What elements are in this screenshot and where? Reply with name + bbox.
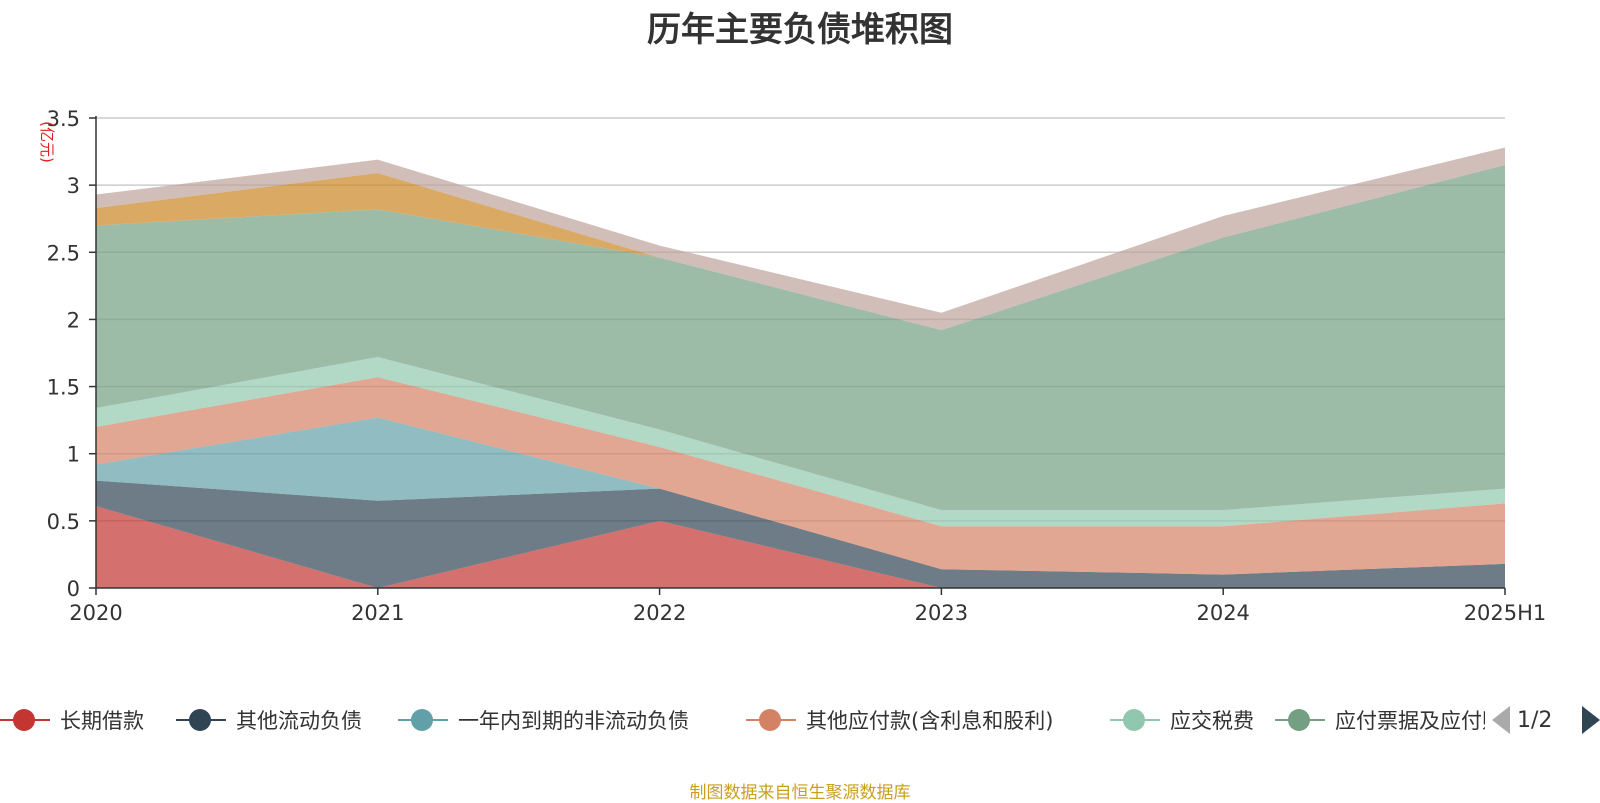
legend-swatch bbox=[176, 708, 226, 732]
legend-item-long-term-borrowing[interactable]: 长期借款 bbox=[0, 700, 144, 740]
area-series-5[interactable] bbox=[96, 165, 1505, 511]
legend-item-current-portion-noncurrent[interactable]: 一年内到期的非流动负债 bbox=[398, 700, 689, 740]
area-series-6[interactable] bbox=[96, 165, 1505, 331]
x-tick-label: 2024 bbox=[1196, 601, 1249, 625]
y-tick-label: 2 bbox=[67, 308, 80, 332]
legend-prev-page-icon[interactable] bbox=[1492, 706, 1510, 734]
x-tick-label: 2023 bbox=[915, 601, 968, 625]
legend-label: 应付票据及应付账款 bbox=[1335, 709, 1485, 733]
y-tick-label: 2.5 bbox=[47, 241, 80, 265]
y-tick-label: 0.5 bbox=[47, 510, 80, 534]
legend-next-page-icon[interactable] bbox=[1582, 706, 1600, 734]
x-tick-label: 2020 bbox=[69, 601, 122, 625]
legend-item-notes-accounts-payable[interactable]: 应付票据及应付账款 bbox=[1275, 700, 1485, 740]
x-tick-label: 2022 bbox=[633, 601, 686, 625]
y-tick-label: 0 bbox=[67, 577, 80, 601]
area-series-1[interactable] bbox=[96, 480, 1505, 588]
legend-swatch bbox=[1110, 708, 1160, 732]
legend-swatch bbox=[1275, 708, 1325, 732]
y-tick-label: 3 bbox=[67, 174, 80, 198]
legend-label: 应交税费 bbox=[1170, 709, 1254, 733]
legend-page-indicator: 1/2 bbox=[1517, 708, 1553, 733]
legend-label: 一年内到期的非流动负债 bbox=[458, 709, 689, 733]
area-series-4[interactable] bbox=[96, 357, 1505, 527]
legend: 长期借款 其他流动负债 一年内到期的非流动负债 其他应付款(含利息和股利) 应交… bbox=[0, 700, 1600, 740]
legend-swatch bbox=[398, 708, 448, 732]
legend-item-taxes-payable[interactable]: 应交税费 bbox=[1110, 700, 1254, 740]
x-tick-label: 2025H1 bbox=[1464, 601, 1547, 625]
legend-label: 其他流动负债 bbox=[236, 709, 362, 733]
area-series-2[interactable] bbox=[96, 417, 1505, 575]
y-tick-label: 1.5 bbox=[47, 376, 80, 400]
legend-clip: 应付票据及应付账款 bbox=[1275, 700, 1485, 740]
area-series-3[interactable] bbox=[96, 377, 1505, 575]
stacked-areas bbox=[96, 147, 1505, 588]
legend-item-other-payables[interactable]: 其他应付款(含利息和股利) bbox=[746, 700, 1053, 740]
legend-swatch bbox=[746, 708, 796, 732]
axes: 0 0.5 1 1.5 2 2.5 3 3.5 2020 2021 2022 2023 2024 2025… bbox=[38, 107, 1546, 625]
x-tick-label: 2021 bbox=[351, 601, 404, 625]
area-series-7[interactable] bbox=[96, 147, 1505, 331]
legend-label: 长期借款 bbox=[60, 709, 144, 733]
chart-title: 历年主要负债堆积图 bbox=[647, 10, 953, 50]
y-tick-label: 1 bbox=[67, 443, 80, 467]
legend-item-other-current-liabilities[interactable]: 其他流动负债 bbox=[176, 700, 362, 740]
legend-swatch bbox=[0, 708, 50, 732]
area-series-0[interactable] bbox=[96, 506, 1505, 588]
legend-label: 其他应付款(含利息和股利) bbox=[806, 709, 1054, 733]
y-tick-label: 3.5 bbox=[47, 107, 80, 131]
y-axis-unit-label: (亿元) bbox=[38, 121, 56, 163]
source-note: 制图数据来自恒生聚源数据库 bbox=[689, 783, 911, 803]
